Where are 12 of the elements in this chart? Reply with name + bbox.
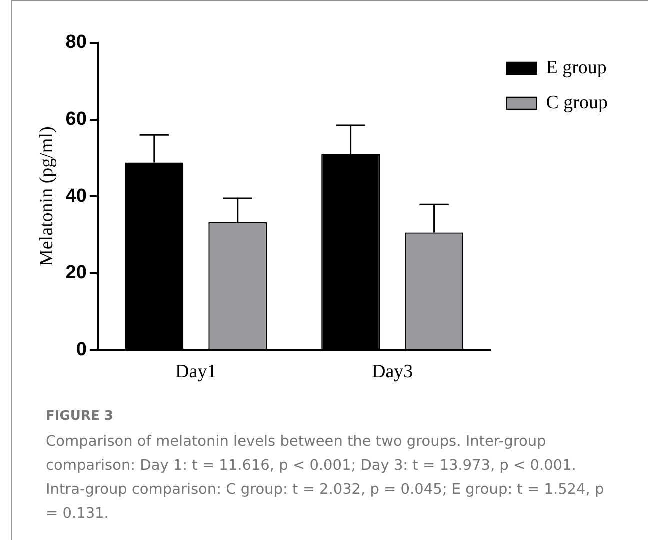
legend-label: E group <box>546 57 607 78</box>
caption: FIGURE 3 <box>46 409 114 424</box>
y-tick-label: 0 <box>76 339 87 360</box>
y-tick-label: 20 <box>66 262 87 284</box>
y-tick-label: 80 <box>66 32 87 54</box>
y-tick-label: 40 <box>66 186 87 207</box>
text: Comparison of melatonin levels between the two groups. Inter-group comparison: Day 1: t = 11.616, p < 0.001; Day 3: t = 13.973, p < 0.001. Intra-group comparison: C group: t = 2.032, p = 0.045; E group: t = 1.524, p = 0.131. <box>46 433 606 524</box>
y-axis-title: Melatonin (pg/ml) <box>36 126 58 267</box>
legend-label: C group <box>546 92 608 114</box>
x-tick-label: Day3 <box>372 362 414 383</box>
y-tick-label: 60 <box>66 109 87 130</box>
x-tick-label: Day1 <box>176 362 217 383</box>
